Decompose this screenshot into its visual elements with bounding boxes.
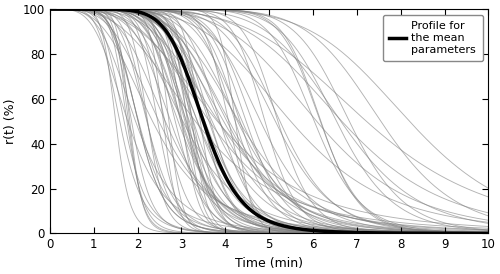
Y-axis label: r(t) (%): r(t) (%) (4, 99, 17, 144)
Legend: Profile for
the mean
parameters: Profile for the mean parameters (382, 15, 483, 61)
X-axis label: Time (min): Time (min) (235, 257, 303, 270)
